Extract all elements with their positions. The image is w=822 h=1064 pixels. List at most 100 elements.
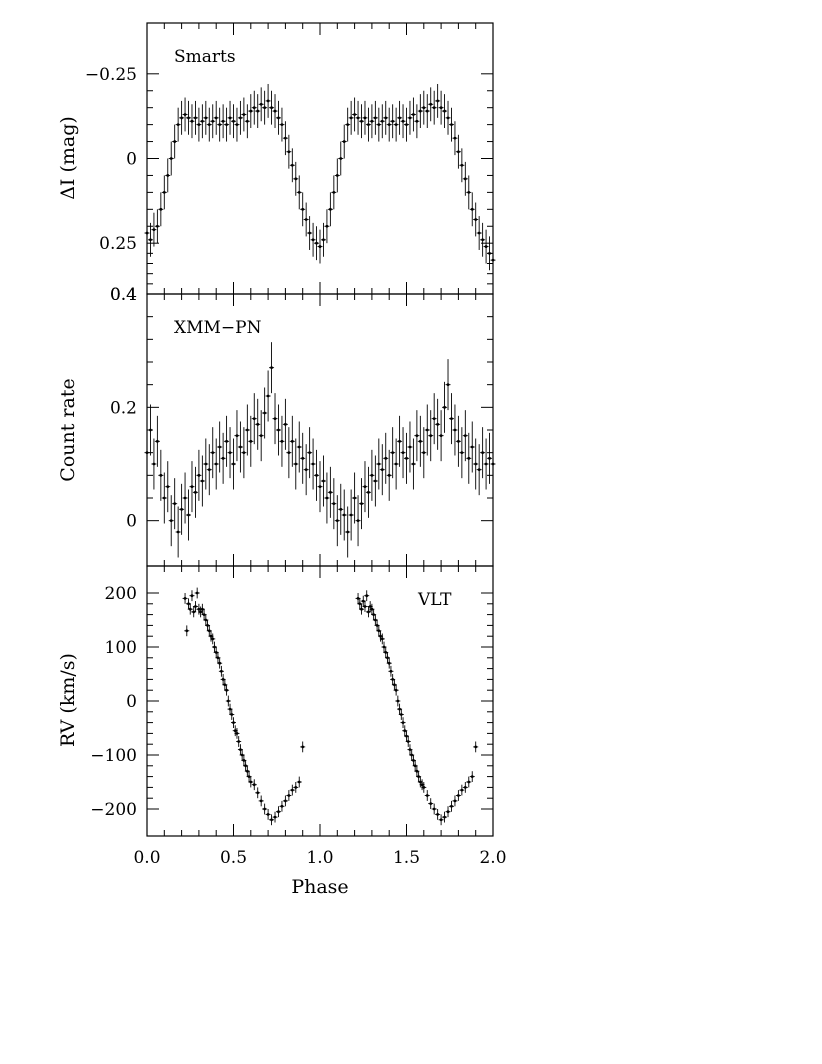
data-point <box>245 428 249 432</box>
y-axis-label: ΔI (mag) <box>57 116 79 200</box>
data-point <box>256 791 260 795</box>
data-point <box>474 745 478 749</box>
data-point <box>443 405 446 409</box>
data-point <box>429 434 433 438</box>
data-point <box>266 394 270 398</box>
data-point <box>405 456 408 460</box>
data-point <box>384 651 388 654</box>
data-point <box>439 434 443 438</box>
data-point <box>149 238 152 242</box>
data-point <box>216 656 220 660</box>
data-point <box>432 807 436 811</box>
data-point <box>256 109 260 113</box>
data-point <box>232 721 235 724</box>
data-point <box>266 813 270 816</box>
data-point <box>436 422 440 426</box>
data-point <box>370 607 374 611</box>
y-tick-label: 0.25 <box>99 234 137 254</box>
data-point <box>356 116 360 120</box>
data-point <box>408 445 412 449</box>
data-point <box>159 473 163 477</box>
data-point <box>377 123 381 127</box>
data-point <box>187 116 190 120</box>
y-tick-label: −100 <box>90 746 137 766</box>
data-point <box>277 810 280 814</box>
data-point <box>446 810 450 814</box>
data-point <box>470 207 474 211</box>
data-point <box>226 699 230 703</box>
data-point <box>380 468 384 472</box>
data-point <box>474 462 478 466</box>
data-point <box>412 113 415 116</box>
data-point <box>377 462 381 466</box>
data-point <box>360 502 363 506</box>
data-point <box>256 422 260 426</box>
data-point <box>425 428 429 432</box>
x-tick-label: 0.5 <box>220 848 247 868</box>
x-tick-label: 2.0 <box>479 848 506 868</box>
data-point <box>297 780 301 784</box>
data-point <box>169 157 173 160</box>
data-point <box>365 594 369 598</box>
data-point <box>263 411 267 415</box>
data-point <box>363 605 367 608</box>
data-point <box>322 479 325 483</box>
data-point <box>225 123 228 127</box>
data-point <box>192 610 196 614</box>
data-point <box>399 713 403 716</box>
data-point <box>318 485 322 489</box>
data-point <box>410 753 414 757</box>
data-point <box>228 451 232 455</box>
data-point <box>183 496 187 500</box>
data-point <box>413 764 417 768</box>
data-point <box>259 799 263 803</box>
data-point <box>384 456 388 460</box>
data-point <box>207 629 211 633</box>
data-point <box>221 119 225 123</box>
data-point <box>415 434 419 438</box>
data-point <box>457 439 460 443</box>
data-point <box>360 119 363 123</box>
data-point <box>325 224 329 228</box>
data-point <box>418 780 422 784</box>
data-point <box>273 417 277 421</box>
panel-label: XMM−PN <box>174 318 262 338</box>
data-point <box>290 163 294 167</box>
data-point <box>204 116 208 120</box>
data-point <box>401 119 405 123</box>
panel-xmm-pn: 0 0.2 0.4 XMM−PN Count rate <box>57 285 496 567</box>
data-point <box>218 123 222 127</box>
data-point <box>415 769 419 773</box>
data-point <box>211 637 215 641</box>
data-point <box>460 451 464 455</box>
data-point <box>358 602 362 606</box>
data-point <box>394 688 398 692</box>
data-point <box>194 116 197 120</box>
data-point <box>266 99 270 103</box>
data-point <box>249 780 253 784</box>
data-point <box>322 238 325 242</box>
data-point <box>387 123 391 127</box>
data-point <box>417 775 421 778</box>
data-point <box>325 496 329 500</box>
data-point <box>370 473 374 477</box>
y-tick-label: 0 <box>126 692 137 712</box>
data-point <box>155 224 159 228</box>
data-point <box>408 748 412 751</box>
data-point <box>242 759 246 762</box>
data-point <box>370 119 374 123</box>
data-point <box>488 456 491 460</box>
data-point <box>202 613 206 616</box>
data-point <box>259 102 263 106</box>
data-point <box>463 434 467 438</box>
data-point <box>453 799 457 803</box>
data-point <box>204 462 208 466</box>
data-point <box>470 445 474 449</box>
data-point <box>405 734 408 738</box>
data-point <box>418 109 422 113</box>
data-point <box>239 445 242 449</box>
panel-ticks: 0 0.2 0.4 <box>110 285 494 566</box>
data-point <box>273 815 277 819</box>
data-point <box>394 462 398 466</box>
y-tick-label: 0.4 <box>110 285 137 305</box>
